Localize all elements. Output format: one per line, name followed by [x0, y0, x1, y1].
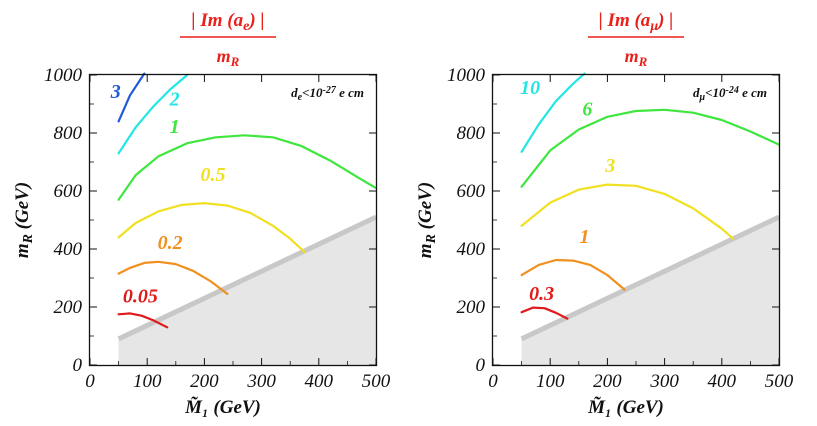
y-tick-label: 400	[457, 239, 486, 260]
contour-label-3: 3	[604, 155, 615, 177]
x-axis-label: M̃₁ (GeV)	[184, 397, 261, 418]
x-tick-label: 200	[593, 371, 622, 392]
contour-label-3: 3	[110, 81, 121, 103]
x-axis-label: M̃₁ (GeV)	[587, 397, 664, 418]
contour-label-6: 6	[582, 99, 592, 121]
y-tick-label: 600	[457, 181, 486, 202]
y-tick-label: 800	[54, 123, 83, 144]
edm-bound-annotation: dμ<10-24 e cm	[693, 85, 767, 103]
chart-title-denominator: mR	[217, 46, 240, 69]
y-tick-label: 200	[54, 297, 83, 318]
contour-line-2	[117, 73, 189, 155]
x-tick-label: 400	[305, 371, 334, 392]
x-tick-label: 200	[190, 371, 219, 392]
contour-line-3	[117, 72, 146, 123]
contour-line-0_05	[117, 312, 169, 329]
x-tick-label: 100	[536, 371, 565, 392]
chart-panel-2: | Im (aμ) | mR 10 6 3 1 0.3 0 100 200 300 400 500 0 20…	[415, 10, 794, 418]
plot-frame	[88, 73, 378, 367]
edm-bound-annotation: de<10-27 e cm	[291, 85, 364, 103]
chart-title-numerator: | Im (ae) |	[191, 10, 264, 34]
contour-label-0_5: 0.5	[200, 164, 225, 186]
y-tick-label: 800	[457, 123, 486, 144]
contour-line-0_2	[117, 260, 229, 295]
contour-label-0_3: 0.3	[529, 283, 554, 305]
y-tick-label: 0	[476, 355, 486, 376]
y-axis-label: mR (GeV)	[415, 182, 439, 258]
contour-line-0_3	[520, 306, 569, 320]
y-tick-label: 1000	[447, 65, 486, 86]
x-tick-label: 300	[649, 371, 679, 392]
x-tick-label: 300	[246, 371, 276, 392]
contour-label-10: 10	[520, 77, 540, 99]
x-tick-label: 500	[362, 371, 391, 392]
contour-label-0_2: 0.2	[158, 232, 183, 254]
excluded-region-edge	[520, 214, 781, 342]
chart-title-numerator: | Im (aμ) |	[599, 10, 674, 34]
plot-frame	[491, 73, 781, 367]
excluded-region	[118, 217, 376, 365]
contour-label-1: 1	[580, 226, 590, 248]
contour-line-1	[117, 134, 378, 201]
x-tick-label: 100	[133, 371, 162, 392]
contour-label-0_05: 0.05	[123, 286, 158, 308]
y-tick-label: 600	[54, 181, 83, 202]
y-tick-label: 400	[54, 239, 83, 260]
y-tick-label: 1000	[44, 65, 83, 86]
y-axis-label: mR (GeV)	[12, 182, 36, 258]
contour-line-1	[520, 258, 626, 291]
y-tick-label: 0	[73, 355, 83, 376]
x-tick-label: 500	[765, 371, 794, 392]
y-tick-label: 200	[457, 297, 486, 318]
contour-label-1: 1	[170, 116, 180, 138]
contour-line-0_5	[117, 202, 306, 253]
x-tick-label: 400	[708, 371, 737, 392]
x-tick-label: 0	[85, 371, 95, 392]
contour-line-10	[520, 72, 586, 153]
chart-title-denominator: mR	[625, 46, 648, 69]
contour-line-3	[520, 183, 735, 240]
contour-label-2: 2	[169, 88, 180, 110]
contour-line-6	[520, 108, 781, 188]
excluded-region-edge	[117, 214, 378, 342]
chart-panel-1: | Im (ae) | mR 3 2 1 0.5 0.2 0.05 0 100 200 300 400 5…	[12, 10, 391, 418]
x-tick-label: 0	[488, 371, 498, 392]
excluded-region	[521, 217, 779, 365]
